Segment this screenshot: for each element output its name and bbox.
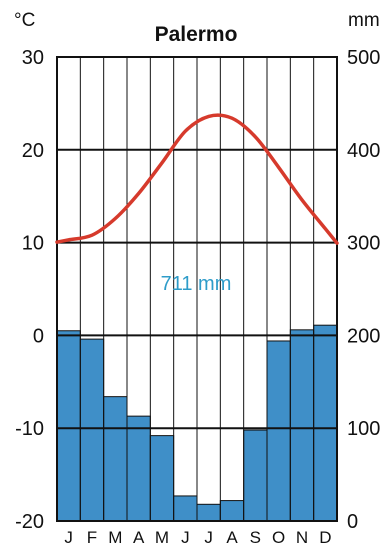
left-tick-label: 30 [22, 47, 44, 69]
precipitation-bar [289, 329, 315, 522]
month-label: N [296, 528, 308, 547]
right-axis-ticks: 0 100 200 300 400 500 [347, 47, 380, 533]
precipitation-bar [173, 495, 198, 522]
plot-frame [56, 56, 338, 522]
temperature-line [55, 113, 339, 245]
right-tick-label: 0 [347, 511, 358, 533]
precipitation-bar [313, 324, 338, 522]
month-label: M [108, 528, 122, 547]
right-tick-label: 200 [347, 325, 380, 347]
month-label: A [133, 528, 145, 547]
right-tick-label: 300 [347, 233, 380, 255]
left-tick-label: 10 [22, 233, 44, 255]
chart-title: Palermo [155, 23, 238, 46]
precipitation-bar [79, 338, 105, 522]
month-label: F [87, 528, 97, 547]
left-tick-label: 0 [33, 325, 44, 347]
right-tick-label: 100 [347, 418, 380, 440]
left-axis-unit: °C [14, 10, 35, 31]
left-axis-ticks: -20 -10 0 10 20 30 [15, 47, 44, 533]
month-label: O [272, 528, 285, 547]
precipitation-bar [56, 330, 81, 522]
precipitation-bar [219, 500, 245, 522]
left-tick-label: 20 [22, 140, 44, 162]
month-label: S [250, 528, 261, 547]
precipitation-bar [266, 340, 291, 522]
annual-precipitation-label: 711 mm [161, 273, 232, 295]
right-axis-unit: mm [348, 10, 380, 31]
right-tick-label: 500 [347, 47, 380, 69]
precipitation-bar [103, 396, 128, 522]
month-label: D [319, 528, 331, 547]
precipitation-bar [196, 503, 221, 522]
month-label: A [226, 528, 238, 547]
left-tick-label: -20 [15, 511, 44, 533]
left-tick-label: -10 [15, 418, 44, 440]
month-label: J [64, 528, 73, 547]
month-label: J [181, 528, 190, 547]
month-label: J [204, 528, 213, 547]
precipitation-bar [149, 435, 175, 522]
right-tick-label: 400 [347, 140, 380, 162]
precipitation-bar [126, 415, 151, 522]
month-label: M [155, 528, 169, 547]
precipitation-bar [243, 429, 268, 522]
grid-lines [56, 56, 338, 522]
